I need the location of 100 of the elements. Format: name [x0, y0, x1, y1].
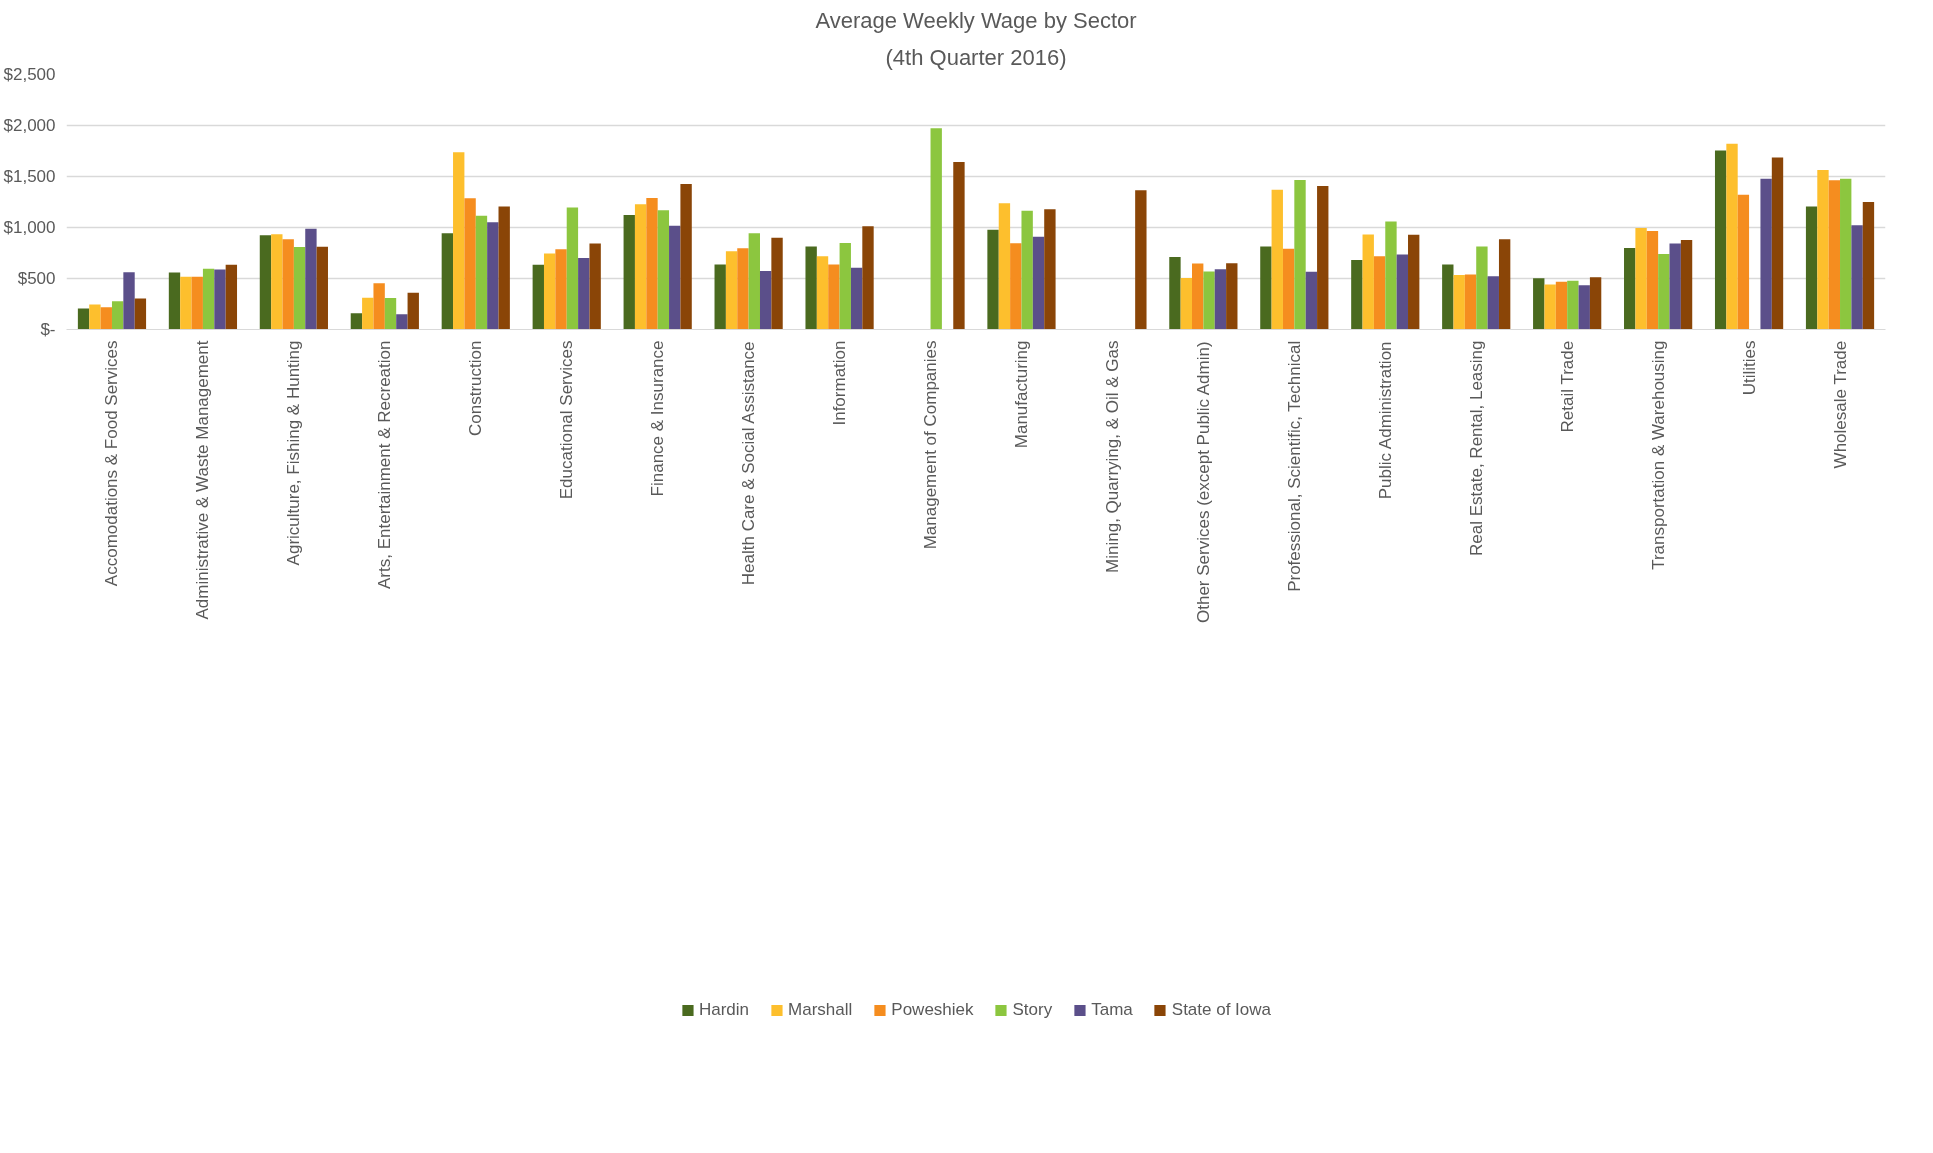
bar: [1032, 236, 1045, 330]
x-tick-label: Health Care & Social Assistance: [739, 341, 759, 586]
y-tick-label: $-: [40, 320, 56, 339]
bar: [362, 297, 374, 330]
bar: [384, 297, 397, 330]
bar: [123, 272, 135, 330]
bar: [771, 237, 783, 330]
bar: [1351, 260, 1363, 330]
bar: [1464, 274, 1477, 330]
bar: [862, 226, 874, 330]
bar: [1624, 248, 1636, 330]
bar: [1658, 254, 1670, 330]
bar: [100, 307, 112, 330]
bar: [828, 264, 840, 330]
x-tick-label: Arts, Entertainment & Recreation: [375, 340, 395, 589]
bar: [475, 215, 488, 330]
legend-label: Poweshiek: [891, 1000, 974, 1020]
y-tick-label: $1,000: [3, 218, 56, 237]
bar: [180, 276, 192, 330]
bar: [1180, 277, 1193, 330]
bar: [1862, 202, 1875, 330]
bar: [271, 234, 283, 330]
bar: [532, 264, 544, 330]
bar: [714, 264, 726, 330]
bar: [316, 246, 328, 330]
x-tick-label: Retail Trade: [1557, 340, 1577, 433]
x-tick-label: Educational Services: [557, 340, 577, 500]
bar: [634, 204, 647, 330]
bar: [1498, 239, 1511, 330]
x-tick-label: Agriculture, Fishing & Hunting: [284, 340, 304, 566]
chart-subtitle: (4th Quarter 2016): [885, 44, 1067, 70]
bar: [282, 239, 294, 330]
bar: [850, 267, 863, 330]
bar: [578, 258, 590, 330]
bar: [725, 251, 738, 330]
chart-title: Average Weekly Wage by Sector: [815, 7, 1137, 33]
bar: [293, 246, 306, 330]
bar: [1771, 157, 1784, 330]
bar: [1192, 263, 1204, 330]
bar: [202, 268, 215, 330]
y-tick-label: $1,500: [3, 167, 56, 186]
bar: [1135, 190, 1147, 330]
bar: [1737, 194, 1750, 330]
bar: [1169, 257, 1181, 330]
x-tick-label: Professional, Scientific, Technical: [1284, 340, 1304, 592]
bar: [498, 206, 510, 330]
x-tick-label: Manufacturing: [1011, 340, 1031, 449]
bar: [1453, 274, 1465, 330]
legend-label: Story: [1012, 1000, 1053, 1020]
x-tick-label: Transportation & Warehousing: [1648, 340, 1668, 570]
bar: [1214, 269, 1227, 330]
bar: [1396, 254, 1409, 330]
bar: [1294, 180, 1306, 330]
bar: [1271, 189, 1283, 330]
bar: [1680, 240, 1693, 330]
legend-label: State of Iowa: [1171, 1000, 1272, 1020]
bar: [1840, 178, 1852, 330]
bar: [646, 198, 658, 330]
bar: [111, 301, 124, 330]
bar: [373, 283, 385, 330]
x-tick-label: Utilities: [1739, 340, 1759, 396]
bar: [1305, 271, 1318, 330]
bar: [1714, 150, 1727, 330]
bar: [737, 248, 749, 330]
bar: [998, 203, 1011, 330]
bar: [1828, 180, 1841, 330]
bar: [1373, 256, 1386, 330]
bar: [555, 249, 567, 330]
bar: [748, 233, 760, 330]
bar: [680, 184, 692, 330]
bar: [225, 264, 238, 330]
bar: [191, 276, 203, 330]
bar: [464, 198, 476, 330]
legend-label: Tama: [1091, 1000, 1133, 1020]
bar: [1408, 234, 1420, 330]
bar: [1203, 271, 1215, 330]
bar: [396, 314, 408, 330]
bar: [1851, 225, 1863, 330]
x-tick-label: Real Estate, Rental, Leasing: [1466, 340, 1486, 556]
bar: [1646, 230, 1659, 330]
x-tick-label: Wholesale Trade: [1830, 340, 1850, 469]
bar: [1282, 248, 1295, 330]
bar: [441, 233, 454, 330]
bar: [259, 235, 272, 330]
legend-label: Hardin: [698, 1000, 750, 1020]
bar: [487, 222, 499, 330]
x-tick-label: Information: [830, 340, 850, 426]
x-tick-label: Construction: [466, 340, 486, 436]
bar: [1226, 263, 1238, 330]
x-tick-label: Mining, Quarrying, & Oil & Gas: [1102, 340, 1122, 573]
legend-label: Marshall: [788, 1000, 853, 1020]
bar: [1578, 285, 1590, 330]
bar: [134, 298, 147, 330]
bar: [453, 152, 465, 330]
bar: [930, 128, 942, 330]
bar: [1317, 185, 1329, 330]
bar: [1589, 277, 1602, 330]
bar: [669, 225, 681, 330]
bar: [566, 207, 579, 330]
bar: [953, 162, 965, 330]
